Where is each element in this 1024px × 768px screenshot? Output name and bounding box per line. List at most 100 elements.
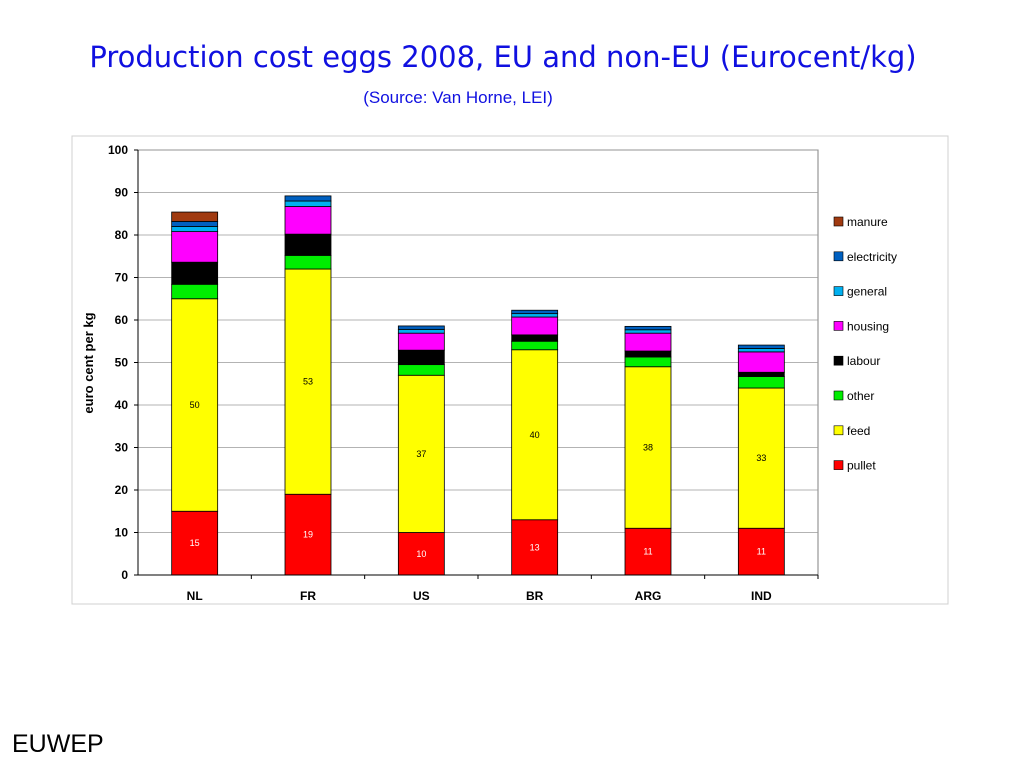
- slide-subtitle: (Source: Van Horne, LEI): [363, 88, 553, 107]
- bar-segment-other-ind: [737, 376, 785, 389]
- data-label-pullet-fr: 19: [303, 530, 313, 540]
- bar-segment-other-br: [511, 340, 559, 351]
- bar-segment-general-nl: [171, 226, 219, 232]
- bar-segment-electricity-ind: [737, 344, 785, 349]
- bar-segment-general-br: [511, 313, 559, 318]
- bar-segment-labour-nl: [171, 261, 219, 285]
- data-label-feed-ind: 33: [756, 453, 766, 463]
- bar-segment-housing-us: [397, 332, 445, 351]
- bar-segment-labour-br: [511, 334, 559, 342]
- bar-segment-labour-us: [397, 349, 445, 366]
- y-tick-labels: 0 10 20 30 40 50 60 70 80 90 100: [108, 143, 128, 582]
- data-label-feed-us: 37: [416, 449, 426, 459]
- data-label-feed-nl: 50: [190, 400, 200, 410]
- bar-segment-general-ind: [737, 348, 785, 353]
- bar-segment-pullet-br: [511, 519, 559, 576]
- data-label-pullet-ind: 11: [757, 547, 766, 557]
- bar-segment-other-us: [397, 364, 445, 376]
- data-label-pullet-arg: 11: [643, 547, 652, 557]
- bar-segment-electricity-nl: [171, 220, 219, 227]
- x-tick-label-us: US: [413, 589, 430, 603]
- bar-segment-pullet-arg: [624, 527, 672, 576]
- bar-segment-pullet-us: [397, 532, 445, 576]
- bar-segment-labour-ind: [737, 371, 785, 377]
- y-tick-label: 70: [115, 271, 129, 285]
- bar-segment-feed-fr: [284, 268, 332, 495]
- bar-segment-electricity-fr: [284, 195, 332, 202]
- legend-label-other: other: [847, 389, 874, 403]
- bar-segment-housing-nl: [171, 231, 219, 263]
- bar-segment-housing-arg: [624, 332, 672, 352]
- bar-segment-general-arg: [624, 329, 672, 334]
- bars: [171, 195, 785, 576]
- data-label-pullet-br: 13: [530, 542, 540, 552]
- bar-segment-electricity-br: [511, 309, 559, 315]
- bar-segment-feed-arg: [624, 366, 672, 529]
- axes: [134, 149, 819, 579]
- bar-segment-general-us: [397, 328, 445, 334]
- legend-label-electricity: electricity: [847, 250, 897, 264]
- bar-segment-other-arg: [624, 356, 672, 368]
- legend-swatch-feed: [833, 425, 844, 436]
- bar-segment-electricity-arg: [624, 325, 672, 331]
- bar-segment-feed-ind: [737, 387, 785, 529]
- legend-swatch-manure: [833, 216, 844, 227]
- x-tick-label-nl: NL: [187, 589, 203, 603]
- footer-brand: EUWEP: [12, 730, 104, 758]
- bar-segment-pullet-ind: [737, 527, 785, 576]
- legend-swatch-general: [833, 286, 844, 296]
- y-tick-label: 100: [108, 143, 128, 157]
- bar-segment-electricity-us: [397, 325, 445, 330]
- data-label-feed-arg: 38: [643, 443, 653, 453]
- y-tick-label: 10: [115, 526, 129, 540]
- bar-segment-labour-fr: [284, 233, 332, 256]
- y-tick-label: 30: [115, 441, 129, 455]
- legend-swatch-labour: [833, 355, 844, 366]
- y-axis-label: euro cent per kg: [81, 312, 96, 413]
- y-tick-label: 20: [115, 483, 129, 497]
- x-tick-label-arg: ARG: [635, 589, 662, 603]
- bar-segment-feed-us: [397, 374, 445, 533]
- x-tick-labels: NL FR US BR ARG IND: [187, 589, 772, 603]
- legend-swatch-electricity: [833, 251, 844, 262]
- y-tick-label: 40: [115, 398, 129, 412]
- legend-label-housing: housing: [847, 319, 889, 333]
- slide-title: Production cost eggs 2008, EU and non-EU…: [89, 40, 917, 74]
- bar-segment-pullet-fr: [284, 493, 332, 576]
- data-labels: 15 50 19 53 10 37 13 40 11 38 11 33: [190, 377, 767, 559]
- bar-segment-labour-arg: [624, 350, 672, 358]
- bar-segment-feed-nl: [171, 298, 219, 512]
- legend-label-labour: labour: [847, 354, 880, 368]
- y-tick-label: 90: [115, 186, 129, 200]
- bar-segment-housing-br: [511, 316, 559, 336]
- y-tick-label: 80: [115, 228, 129, 242]
- data-label-feed-br: 40: [530, 430, 540, 440]
- x-tick-label-fr: FR: [300, 589, 316, 603]
- x-tick-label-ind: IND: [751, 589, 772, 603]
- bar-segment-feed-br: [511, 349, 559, 521]
- gridlines: [137, 149, 819, 576]
- legend-swatch-housing: [833, 321, 844, 331]
- bar-segment-housing-fr: [284, 206, 332, 235]
- data-label-pullet-us: 10: [416, 549, 426, 559]
- data-label-pullet-nl: 15: [190, 538, 200, 548]
- bar-segment-general-fr: [284, 200, 332, 207]
- chart-area-border: [71, 135, 949, 605]
- bar-segment-housing-ind: [737, 351, 785, 373]
- y-tick-label: 50: [115, 356, 129, 370]
- legend-swatch-other: [833, 390, 844, 401]
- legend-label-general: general: [847, 285, 887, 299]
- legend-label-feed: feed: [847, 424, 870, 438]
- y-tick-label: 0: [121, 568, 128, 582]
- y-tick-label: 60: [115, 313, 129, 327]
- bar-segment-other-nl: [171, 283, 219, 300]
- bar-segment-manure-nl: [171, 211, 219, 222]
- legend-label-pullet: pullet: [847, 459, 876, 473]
- data-label-feed-fr: 53: [303, 377, 313, 387]
- legend: manure electricity general housing labour oth…: [833, 215, 897, 473]
- x-tick-label-br: BR: [526, 589, 544, 603]
- legend-label-manure: manure: [847, 215, 888, 229]
- legend-swatch-pullet: [833, 460, 844, 470]
- bar-segment-other-fr: [284, 254, 332, 270]
